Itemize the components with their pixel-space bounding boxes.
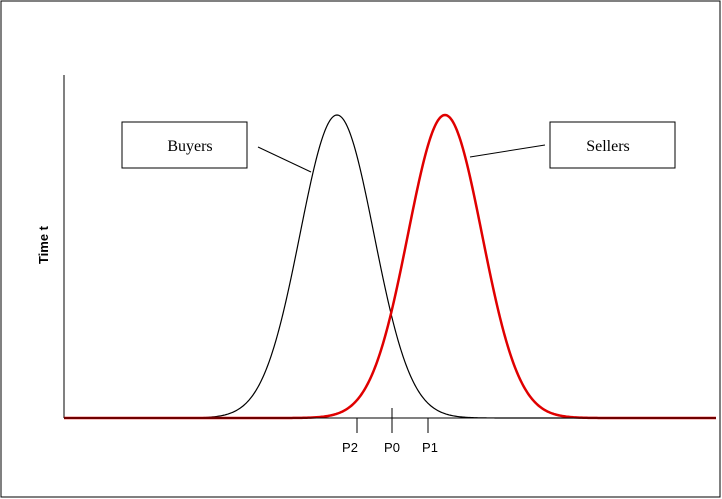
sellers-box [549, 121, 676, 169]
tick-label: P2 [342, 440, 358, 455]
sellers-label: Sellers [586, 138, 630, 155]
tick-label: P0 [384, 440, 400, 455]
buyers-box [121, 121, 248, 169]
y-axis-label: Time t [36, 225, 51, 264]
buyers-label: Buyers [167, 138, 212, 155]
buyers-pointer [257, 146, 312, 173]
tick-label: P1 [422, 440, 438, 455]
sellers-pointer [469, 144, 546, 158]
